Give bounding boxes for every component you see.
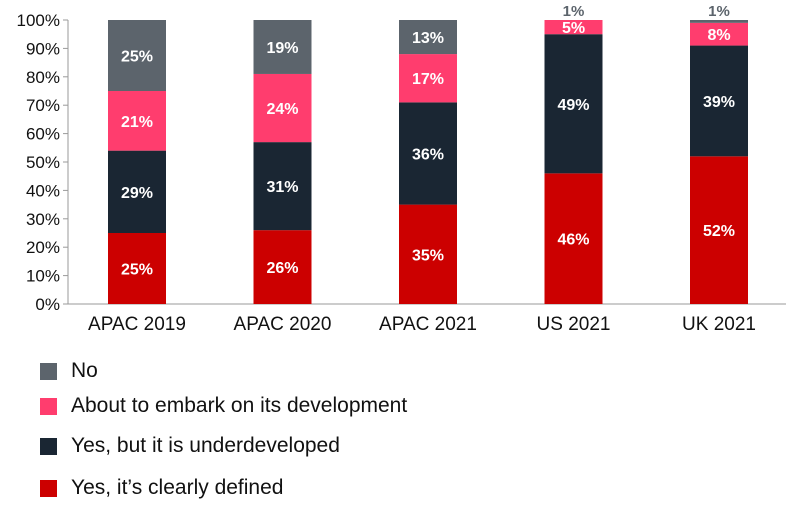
y-tick-label: 10% [26,267,60,286]
bar-segment [253,230,312,304]
data-label: 46% [557,232,589,249]
legend-label: No [71,359,98,382]
bar-labels: 25% 29% 21% 25% 26% 31% 24% 19% 35% 36% 17% 13% 46% 4… [121,3,735,279]
y-tick-label: 70% [26,96,60,115]
legend-label: Yes, but it is underdeveloped [71,434,340,457]
y-tick-label: 30% [26,210,60,229]
data-label: 35% [412,247,444,264]
data-label: 19% [266,40,298,57]
bars [108,20,748,304]
y-tick-label: 100% [17,11,60,30]
bar-segment [399,102,457,205]
data-label: 1% [708,3,730,20]
data-label: 39% [703,94,735,111]
stacked-bar-chart: 0% 10% 20% 30% 40% 50% 60% 70% 80% 90% 100% APAC 2… [17,3,786,335]
data-label: 8% [707,27,730,44]
x-axis: APAC 2019 APAC 2020 APAC 2021 US 2021 UK 202… [68,303,786,335]
bar-segment [108,150,166,233]
data-label: 25% [121,262,153,279]
bar-segment [690,156,748,304]
legend-label: Yes, it’s clearly defined [71,476,284,499]
bar-segment [253,20,312,74]
y-tick-label: 80% [26,68,60,87]
bar-segment [399,54,457,103]
data-label: 21% [121,114,153,131]
bar-segment [544,20,603,35]
legend-swatch [40,362,57,380]
data-label: 1% [563,3,585,20]
y-tick-label: 90% [26,39,60,58]
y-tick-label: 60% [26,125,60,144]
legend-item: About to embark on its development [40,394,407,418]
bar-segment [690,20,748,23]
data-label: 24% [266,101,298,118]
data-label: 29% [121,185,153,202]
legend-item: No [40,359,98,383]
bar-segment [108,20,166,91]
bar-segment [690,45,748,157]
x-tick-label: APAC 2019 [88,314,186,335]
legend-item: Yes, it’s clearly defined [40,476,283,500]
bar-segment [253,142,312,231]
bar-segment [253,73,312,143]
bar-segment [399,20,457,55]
data-label: 5% [562,20,585,37]
data-label: 26% [266,260,298,277]
data-label: 13% [412,30,444,47]
legend-label: About to embark on its development [71,394,408,417]
bar-segment [544,173,603,304]
data-label: 25% [121,49,153,66]
data-label: 52% [703,223,735,240]
y-tick-label: 0% [35,295,60,314]
x-tick-label: APAC 2020 [234,314,332,335]
x-tick-label: APAC 2021 [379,314,477,335]
legend-swatch [40,479,57,497]
x-tick-label: US 2021 [537,314,611,335]
bar-segment [108,233,166,304]
data-label: 31% [266,179,298,196]
data-label: 49% [557,97,589,114]
x-tick-label: UK 2021 [682,314,756,335]
data-label: 36% [412,146,444,163]
bar-segment [544,34,603,174]
bar-segment [399,204,457,304]
bar-segment [108,91,166,151]
legend-swatch [40,397,57,415]
legend-swatch [40,437,57,455]
y-tick-label: 50% [26,153,60,172]
data-label: 17% [412,71,444,88]
y-tick-label: 20% [26,238,60,257]
y-tick-label: 40% [26,181,60,200]
bar-segment [690,22,748,46]
legend-item: Yes, but it is underdeveloped [40,434,340,458]
y-axis: 0% 10% 20% 30% 40% 50% 60% 70% 80% 90% 100% [17,11,69,314]
